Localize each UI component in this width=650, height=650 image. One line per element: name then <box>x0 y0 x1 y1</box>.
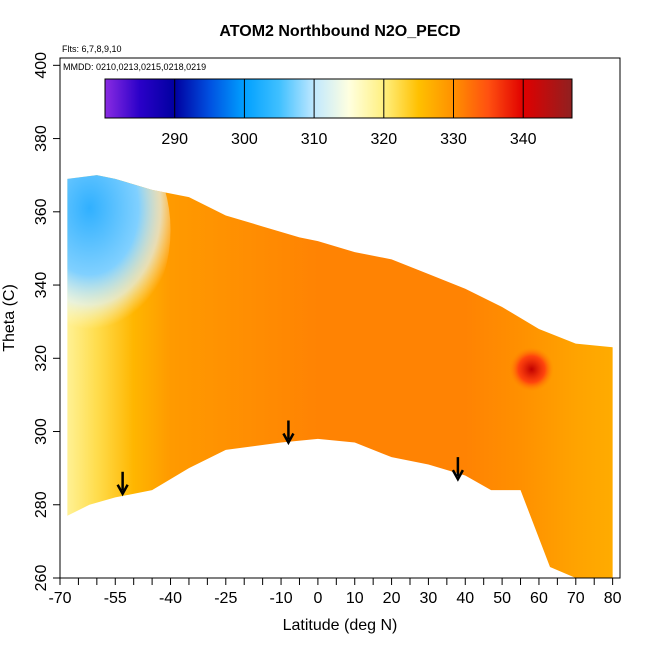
arrow-marker <box>451 457 464 482</box>
colorbar-tick-label: 310 <box>301 131 328 148</box>
y-tick-label: 400 <box>33 52 50 79</box>
x-tick-label: -70 <box>48 590 71 607</box>
x-tick-label: -55 <box>104 590 127 607</box>
arrow-marker <box>282 420 295 446</box>
y-tick-label: 280 <box>33 491 50 518</box>
hot-spot <box>509 347 554 392</box>
y-tick-label: 360 <box>33 198 50 225</box>
colorbar: 290 300 310 320 330 340 <box>104 78 573 148</box>
x-tick-label: 10 <box>346 590 364 607</box>
arrow-marker <box>116 471 129 497</box>
colorbar-tick-label: 330 <box>440 131 467 148</box>
y-tick-label: 300 <box>33 418 50 445</box>
y-tick-label: 260 <box>33 565 50 592</box>
colorbar-tick-label: 290 <box>161 131 188 148</box>
chart-title: ATOM2 Northbound N2O_PECD <box>219 23 460 40</box>
x-tick-label: -40 <box>159 590 182 607</box>
y-tick-label: 340 <box>33 272 50 299</box>
x-tick-label: 60 <box>530 590 548 607</box>
colorbar-dividers <box>174 79 524 118</box>
plot-frame <box>59 57 621 579</box>
y-tick-label: 320 <box>33 345 50 372</box>
x-axis-label: Latitude (deg N) <box>283 617 398 634</box>
y-tick-label: 380 <box>33 125 50 152</box>
arrows <box>116 420 464 497</box>
x-tick-label: 30 <box>420 590 438 607</box>
colorbar-ticks: 290 300 310 320 330 340 <box>161 131 536 148</box>
dates-note: MMDD: 0210,0213,0215,0218,0219 <box>63 62 206 72</box>
x-tick-label: 40 <box>456 590 474 607</box>
x-tick-label: 20 <box>383 590 401 607</box>
y-axis: 260 280 300 320 340 360 380 400 <box>33 52 60 591</box>
cold-region <box>67 175 171 340</box>
colorbar-tick-label: 340 <box>510 131 537 148</box>
colorbar-gradient <box>104 78 573 119</box>
x-axis: -70 -55 -40 -25 -10 0 10 20 30 40 50 60 70 80 <box>48 578 622 607</box>
colorbar-tick-label: 300 <box>231 131 258 148</box>
x-tick-label: 70 <box>567 590 585 607</box>
y-axis-label: Theta (C) <box>1 284 18 352</box>
x-tick-label: 0 <box>313 590 322 607</box>
x-tick-label: 50 <box>493 590 511 607</box>
x-tick-label: -25 <box>214 590 237 607</box>
colorbar-tick-label: 320 <box>370 131 397 148</box>
x-tick-label: 80 <box>604 590 622 607</box>
x-tick-label: -10 <box>269 590 292 607</box>
flights-note: Flts: 6,7,8,9,10 <box>62 44 122 54</box>
